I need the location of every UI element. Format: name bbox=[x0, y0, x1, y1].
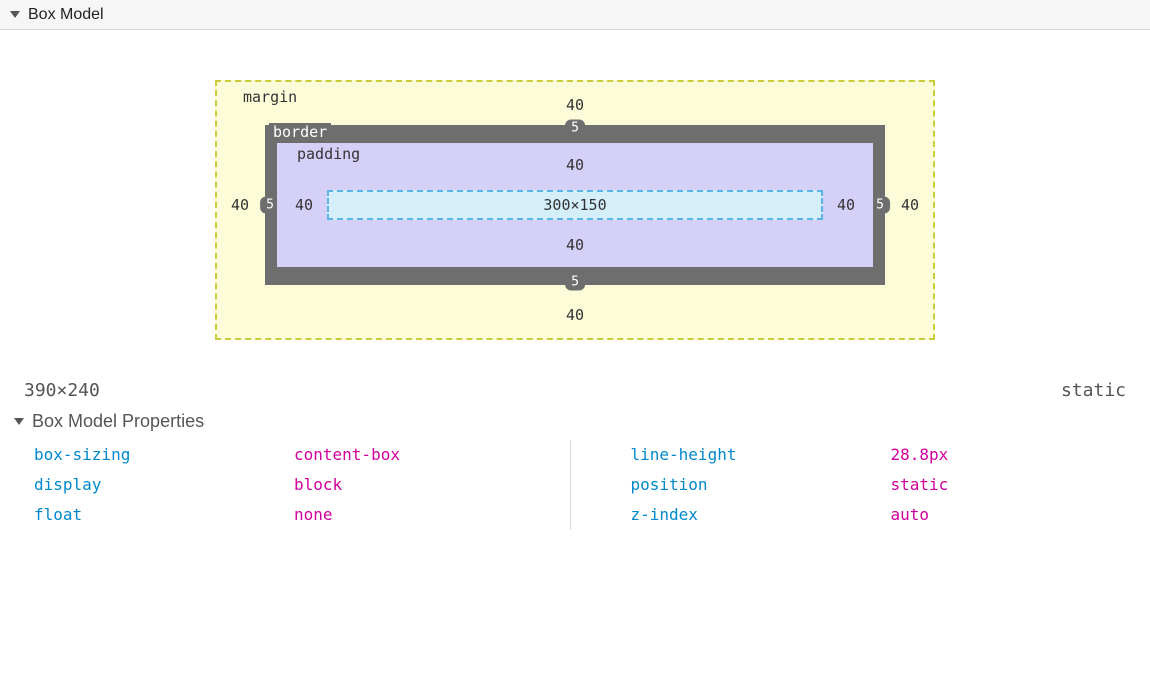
prop-key[interactable]: line-height bbox=[631, 440, 891, 470]
padding-right-value[interactable]: 40 bbox=[837, 196, 855, 214]
prop-key[interactable]: position bbox=[631, 470, 891, 500]
chevron-down-icon bbox=[10, 11, 20, 18]
border-top-value[interactable]: 5 bbox=[565, 120, 585, 137]
padding-top-value[interactable]: 40 bbox=[566, 156, 584, 174]
prop-row: position static bbox=[631, 470, 1127, 500]
properties-col-right: line-height 28.8px position static z-ind… bbox=[571, 440, 1127, 530]
border-right-value[interactable]: 5 bbox=[870, 197, 890, 214]
prop-key[interactable]: float bbox=[34, 500, 294, 530]
prop-row: z-index auto bbox=[631, 500, 1127, 530]
prop-row: box-sizing content-box bbox=[34, 440, 530, 470]
prop-key[interactable]: z-index bbox=[631, 500, 891, 530]
chevron-down-icon bbox=[14, 418, 24, 425]
prop-val[interactable]: auto bbox=[891, 500, 930, 530]
padding-left-value[interactable]: 40 bbox=[295, 196, 313, 214]
properties-title: Box Model Properties bbox=[32, 411, 204, 432]
element-position: static bbox=[1061, 380, 1126, 401]
margin-left-value[interactable]: 40 bbox=[231, 196, 249, 214]
prop-row: float none bbox=[34, 500, 530, 530]
prop-key[interactable]: box-sizing bbox=[34, 440, 294, 470]
margin-top-value[interactable]: 40 bbox=[566, 96, 584, 114]
prop-key[interactable]: display bbox=[34, 470, 294, 500]
section-header-properties[interactable]: Box Model Properties bbox=[0, 407, 1150, 436]
content-region[interactable]: 300×150 bbox=[327, 190, 823, 220]
prop-row: line-height 28.8px bbox=[631, 440, 1127, 470]
section-header-boxmodel[interactable]: Box Model bbox=[0, 0, 1150, 30]
properties-col-left: box-sizing content-box display block flo… bbox=[34, 440, 571, 530]
prop-row: display block bbox=[34, 470, 530, 500]
padding-bottom-value[interactable]: 40 bbox=[566, 236, 584, 254]
properties-table: box-sizing content-box display block flo… bbox=[0, 436, 1150, 560]
margin-label: margin bbox=[243, 88, 297, 106]
prop-val[interactable]: content-box bbox=[294, 440, 400, 470]
margin-bottom-value[interactable]: 40 bbox=[566, 306, 584, 324]
prop-val[interactable]: none bbox=[294, 500, 333, 530]
section-title: Box Model bbox=[28, 6, 104, 24]
element-size: 390×240 bbox=[24, 380, 100, 401]
prop-val[interactable]: static bbox=[891, 470, 949, 500]
border-label: border bbox=[269, 123, 331, 141]
boxmodel-diagram: margin 40 40 40 40 border 5 5 5 5 paddin… bbox=[0, 30, 1150, 370]
prop-val[interactable]: 28.8px bbox=[891, 440, 949, 470]
padding-label: padding bbox=[297, 145, 360, 163]
content-size-value[interactable]: 300×150 bbox=[543, 196, 606, 214]
prop-val[interactable]: block bbox=[294, 470, 342, 500]
boxmodel-summary: 390×240 static bbox=[0, 370, 1150, 407]
border-bottom-value[interactable]: 5 bbox=[565, 274, 585, 291]
margin-right-value[interactable]: 40 bbox=[901, 196, 919, 214]
